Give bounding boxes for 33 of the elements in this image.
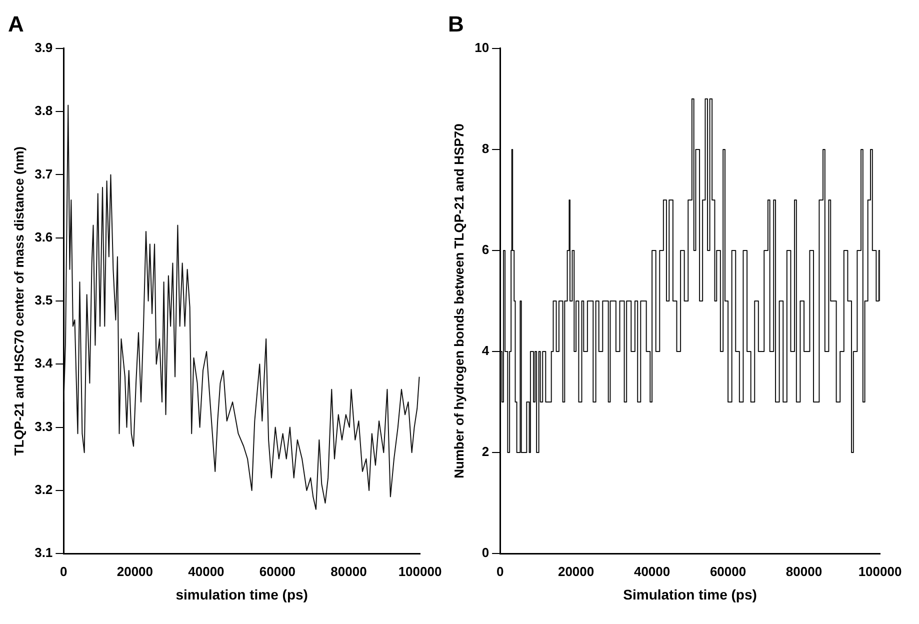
x-tick-label: 40000 [634, 564, 670, 579]
x-axis-title: Simulation time (ps) [623, 586, 757, 602]
y-tick-label: 3.5 [34, 292, 53, 308]
x-tick-label: 80000 [786, 564, 822, 579]
chart-title: A [8, 11, 24, 36]
y-tick-label: 6 [482, 242, 490, 258]
x-tick-label: 60000 [259, 564, 296, 579]
y-tick-label: 2 [482, 444, 490, 460]
y-tick-label: 10 [474, 40, 490, 55]
y-tick-label: 3.3 [34, 418, 53, 434]
x-axis-title: simulation time (ps) [176, 586, 308, 602]
x-tick-label: 40000 [188, 564, 224, 579]
y-tick-label: 3.2 [34, 482, 53, 498]
x-tick-label: 20000 [116, 564, 154, 579]
y-tick-label: 4 [482, 343, 490, 358]
y-tick-label: 3.4 [34, 356, 54, 371]
x-tick-label: 20000 [558, 564, 594, 579]
y-tick-label: 3.1 [34, 545, 53, 560]
y-axis-title: TLQP-21 and HSC70 center of mass distance (nm) [11, 146, 26, 456]
x-tick-label: 80000 [330, 564, 367, 579]
x-tick-label: 0 [60, 564, 68, 579]
x-tick-label: 100000 [858, 564, 902, 579]
x-tick-label: 60000 [710, 564, 746, 579]
y-tick-label: 3.8 [34, 103, 53, 118]
y-tick-label: 0 [482, 545, 490, 560]
y-tick-label: 3.6 [34, 229, 53, 244]
x-tick-label: 0 [496, 564, 504, 579]
y-axis-title: Number of hydrogen bonds between TLQP-21 and HSP70 [451, 124, 466, 478]
x-tick-label: 100000 [398, 564, 442, 579]
chart-title: B [448, 11, 464, 36]
y-tick-label: 3.9 [34, 40, 53, 55]
y-tick-label: 8 [482, 141, 490, 156]
y-tick-label: 3.7 [34, 166, 53, 182]
